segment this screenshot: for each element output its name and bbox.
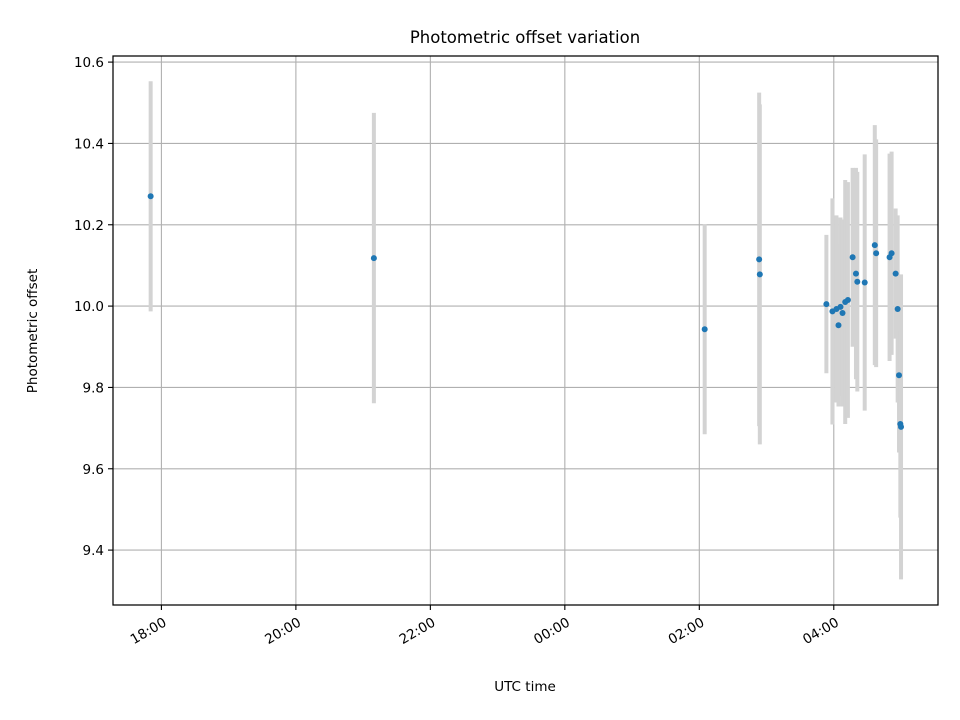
y-axis-label: Photometric offset xyxy=(25,269,41,393)
data-point xyxy=(839,310,846,317)
plot-area xyxy=(113,56,938,605)
data-point xyxy=(147,193,154,200)
data-points xyxy=(147,193,905,430)
data-point xyxy=(756,256,763,263)
data-point xyxy=(898,423,905,430)
data-point xyxy=(849,254,856,261)
data-point xyxy=(837,303,844,310)
y-tick-label: 10.6 xyxy=(74,55,104,71)
data-point xyxy=(701,326,708,333)
y-tick-label: 10.4 xyxy=(74,136,104,152)
data-point xyxy=(888,250,895,257)
data-point xyxy=(871,242,878,249)
data-point xyxy=(823,301,830,308)
y-tick-label: 10.2 xyxy=(74,218,104,234)
data-point xyxy=(756,271,763,278)
grid-lines xyxy=(113,56,938,605)
data-point xyxy=(892,270,899,277)
data-point xyxy=(873,250,880,257)
chart-title: Photometric offset variation xyxy=(410,28,640,47)
data-point xyxy=(370,255,377,262)
y-tick-label: 9.8 xyxy=(83,380,104,396)
y-tick-label: 9.4 xyxy=(83,543,104,559)
y-tick-label: 10.0 xyxy=(74,299,104,315)
y-tick-label: 9.6 xyxy=(83,462,104,478)
data-point xyxy=(844,297,851,303)
data-point xyxy=(894,305,901,312)
y-axis-ticks: 9.4 9.6 9.8 10.0 10.2 10.4 10.6 xyxy=(74,55,113,559)
data-point xyxy=(835,322,842,329)
x-axis-label: UTC time xyxy=(494,679,556,695)
plot-frame xyxy=(112,55,939,606)
data-point xyxy=(896,372,903,379)
data-point xyxy=(852,270,859,277)
data-point xyxy=(861,279,868,286)
data-point xyxy=(854,278,861,285)
